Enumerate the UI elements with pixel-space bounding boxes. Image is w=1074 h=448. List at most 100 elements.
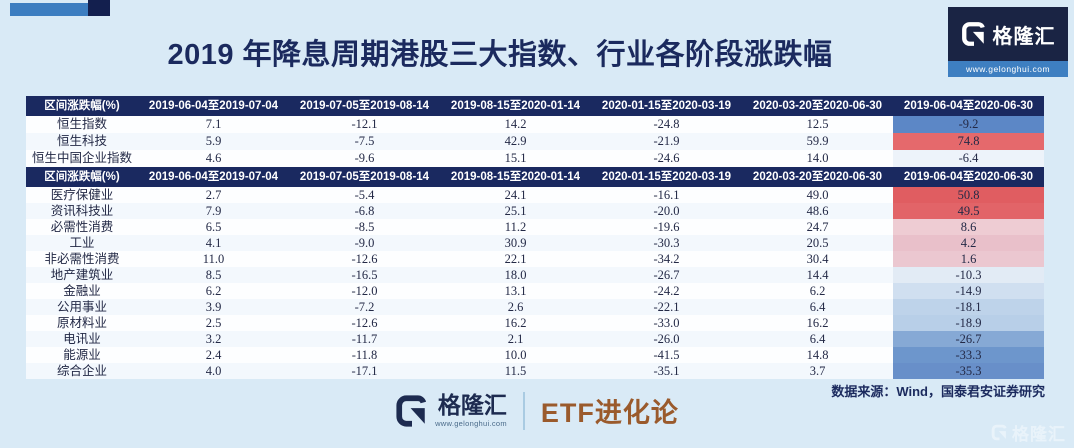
value-cell: -11.8	[351, 348, 378, 362]
watermark-text: 格隆汇	[1012, 425, 1066, 444]
value-cell: 7.1	[205, 117, 222, 131]
table-row: 能源业 2.4 -11.8 10.0 -41.5 14.8 -33.3	[26, 347, 1044, 363]
table-header-row: 区间涨跌幅(%) 2019-06-04至2019-07-04 2019-07-05至…	[26, 167, 1044, 187]
table-row: 非必需性消费 11.0 -12.6 22.1 -34.2 30.4 1.6	[26, 251, 1044, 267]
value-cell: 30.4	[806, 252, 829, 266]
table-row: 地产建筑业 8.5 -16.5 18.0 -26.7 14.4 -10.3	[26, 267, 1044, 283]
value-cell: -22.1	[653, 300, 680, 314]
table-header-row: 区间涨跌幅(%) 2019-06-04至2019-07-04 2019-07-05至…	[26, 96, 1044, 116]
value-cell: 24.1	[504, 188, 527, 202]
value-cell: 11.5	[504, 364, 527, 378]
total-cell: -33.3	[893, 347, 1044, 363]
value-cell: 14.0	[806, 151, 829, 165]
table-row: 工业 4.1 -9.0 30.9 -30.3 20.5 4.2	[26, 235, 1044, 251]
value-cell: -21.9	[653, 134, 680, 148]
table-row: 恒生科技 5.9 -7.5 42.9 -21.9 59.9 74.8	[26, 133, 1044, 150]
value-cell: -26.7	[653, 268, 680, 282]
value-cell: 3.9	[205, 300, 222, 314]
value-cell: 4.1	[205, 236, 222, 250]
total-cell: 74.8	[893, 133, 1044, 150]
value-cell: -35.1	[653, 364, 680, 378]
column-header: 2020-03-20至2020-06-30	[752, 171, 883, 183]
value-cell: 24.7	[806, 220, 829, 234]
row-label: 公用事业	[56, 300, 107, 314]
value-cell: 2.6	[507, 300, 524, 314]
column-header: 2020-03-20至2020-06-30	[752, 100, 883, 112]
value-cell: -6.8	[354, 204, 375, 218]
table-row: 公用事业 3.9 -7.2 2.6 -22.1 6.4 -18.1	[26, 299, 1044, 315]
column-header: 2019-08-15至2020-01-14	[450, 100, 581, 112]
total-cell: 1.6	[893, 251, 1044, 267]
value-cell: 48.6	[806, 204, 829, 218]
table-row: 金融业 6.2 -12.0 13.1 -24.2 6.2 -14.9	[26, 283, 1044, 299]
value-cell: -24.8	[653, 117, 680, 131]
indices-table: 区间涨跌幅(%) 2019-06-04至2019-07-04 2019-07-05至…	[26, 96, 1044, 167]
total-cell: 8.6	[893, 219, 1044, 235]
total-cell: -18.9	[893, 315, 1044, 331]
footer-branding: 格隆汇 www.gelonghui.com ETF进化论	[0, 391, 1074, 430]
value-cell: 20.5	[806, 236, 829, 250]
value-cell: 11.0	[202, 252, 225, 266]
value-cell: -12.6	[351, 316, 378, 330]
footer-divider	[522, 391, 525, 430]
row-label: 综合企业	[56, 364, 107, 378]
value-cell: 6.2	[205, 284, 222, 298]
column-header: 2019-06-04至2020-06-30	[903, 100, 1034, 112]
value-cell: 6.4	[809, 300, 826, 314]
value-cell: -9.6	[354, 151, 375, 165]
value-cell: 3.7	[809, 364, 826, 378]
table-row: 资讯科技业 7.9 -6.8 25.1 -20.0 48.6 49.5	[26, 203, 1044, 219]
decorative-bar-blue	[10, 3, 88, 16]
total-cell: -6.4	[893, 150, 1044, 167]
value-cell: -41.5	[653, 348, 680, 362]
gelonghui-g-icon	[961, 22, 985, 46]
column-header: 2020-01-15至2020-03-19	[601, 171, 732, 183]
row-label: 电讯业	[63, 332, 101, 346]
value-cell: -7.5	[354, 134, 375, 148]
value-cell: 30.9	[504, 236, 527, 250]
column-header: 区间涨跌幅(%)	[44, 100, 120, 112]
value-cell: 7.9	[205, 204, 222, 218]
value-cell: 16.2	[806, 316, 829, 330]
value-cell: -7.2	[354, 300, 375, 314]
row-label: 恒生中国企业指数	[31, 151, 132, 165]
value-cell: 6.4	[809, 332, 826, 346]
value-cell: 2.5	[205, 316, 222, 330]
total-cell: -10.3	[893, 267, 1044, 283]
value-cell: 14.2	[504, 117, 527, 131]
value-cell: 59.9	[806, 134, 829, 148]
gelonghui-logo-badge: 格隆汇 www.gelonghui.com	[948, 7, 1068, 77]
column-header: 2019-08-15至2020-01-14	[450, 171, 581, 183]
value-cell: -24.2	[653, 284, 680, 298]
row-label: 工业	[69, 236, 95, 250]
row-label: 地产建筑业	[50, 268, 114, 282]
total-cell: -18.1	[893, 299, 1044, 315]
footer-gelonghui-logo: 格隆汇 www.gelonghui.com	[395, 393, 507, 428]
value-cell: 6.5	[205, 220, 222, 234]
row-label: 能源业	[63, 348, 101, 362]
column-header: 2019-07-05至2019-08-14	[299, 171, 430, 183]
value-cell: 11.2	[504, 220, 527, 234]
value-cell: -17.1	[351, 364, 378, 378]
total-cell: 49.5	[893, 203, 1044, 219]
value-cell: 5.9	[205, 134, 222, 148]
value-cell: -20.0	[653, 204, 680, 218]
gelonghui-g-icon	[396, 394, 427, 427]
row-label: 非必需性消费	[44, 252, 120, 266]
column-header: 2019-07-05至2019-08-14	[299, 100, 430, 112]
page-title: 2019 年降息周期港股三大指数、行业各阶段涨跌幅	[167, 39, 833, 71]
value-cell: 25.1	[504, 204, 527, 218]
brand-url: www.gelonghui.com	[948, 61, 1068, 77]
row-label: 恒生科技	[56, 134, 107, 148]
total-cell: 4.2	[893, 235, 1044, 251]
value-cell: 4.0	[205, 364, 222, 378]
value-cell: 10.0	[504, 348, 527, 362]
total-cell: -14.9	[893, 283, 1044, 299]
value-cell: -11.7	[351, 332, 378, 346]
column-header: 2019-06-04至2019-07-04	[148, 171, 279, 183]
table-row: 电讯业 3.2 -11.7 2.1 -26.0 6.4 -26.7	[26, 331, 1044, 347]
value-cell: -12.1	[351, 117, 378, 131]
value-cell: -33.0	[653, 316, 680, 330]
decorative-bar-navy	[88, 0, 110, 16]
value-cell: 14.8	[806, 348, 829, 362]
